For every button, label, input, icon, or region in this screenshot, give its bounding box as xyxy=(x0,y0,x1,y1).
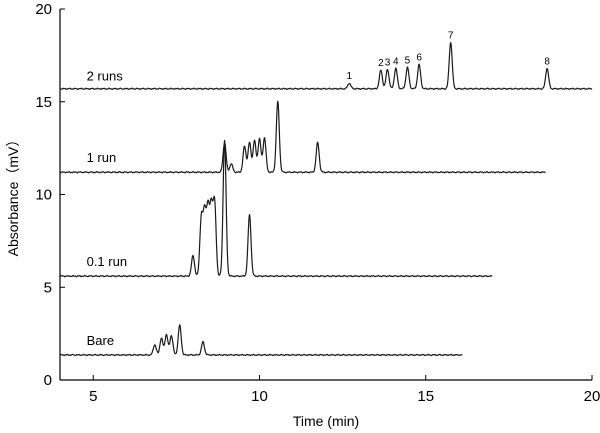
peak-label: 1 xyxy=(346,71,352,82)
y-tick-label: 5 xyxy=(44,279,52,296)
x-tick-label: 15 xyxy=(417,388,434,405)
series-line xyxy=(59,324,463,357)
y-tick-label: 15 xyxy=(35,94,52,111)
labels: 2 runs 1 2 3 4 5 6 7 8 1 run 0.1 run Bare xyxy=(87,30,551,347)
series-label: 0.1 run xyxy=(87,254,127,269)
x-tick-label: 10 xyxy=(251,388,268,405)
series-line xyxy=(59,41,593,91)
peak-label: 6 xyxy=(416,53,422,64)
peak-label: 3 xyxy=(385,57,391,68)
traces xyxy=(59,41,593,357)
series-label: 1 run xyxy=(87,150,117,165)
x-axis-label: Time (min) xyxy=(293,413,359,429)
series-line xyxy=(59,139,493,278)
peak-label: 2 xyxy=(378,58,384,69)
y-tick-label: 20 xyxy=(35,1,52,18)
x-tick-label: 5 xyxy=(89,388,97,405)
peak-label: 4 xyxy=(393,56,399,67)
peak-label: 5 xyxy=(405,55,411,66)
y-tick-label: 10 xyxy=(35,187,52,204)
peak-label: 7 xyxy=(448,30,454,41)
series-line xyxy=(59,100,546,174)
x-tick-label: 20 xyxy=(584,388,600,405)
y-tick-label: 0 xyxy=(44,372,52,389)
y-axis-label: Absorbance（mV） xyxy=(5,133,21,257)
series-label: Bare xyxy=(87,333,114,348)
series-label: 2 runs xyxy=(87,68,124,83)
peak-label: 8 xyxy=(544,56,550,67)
